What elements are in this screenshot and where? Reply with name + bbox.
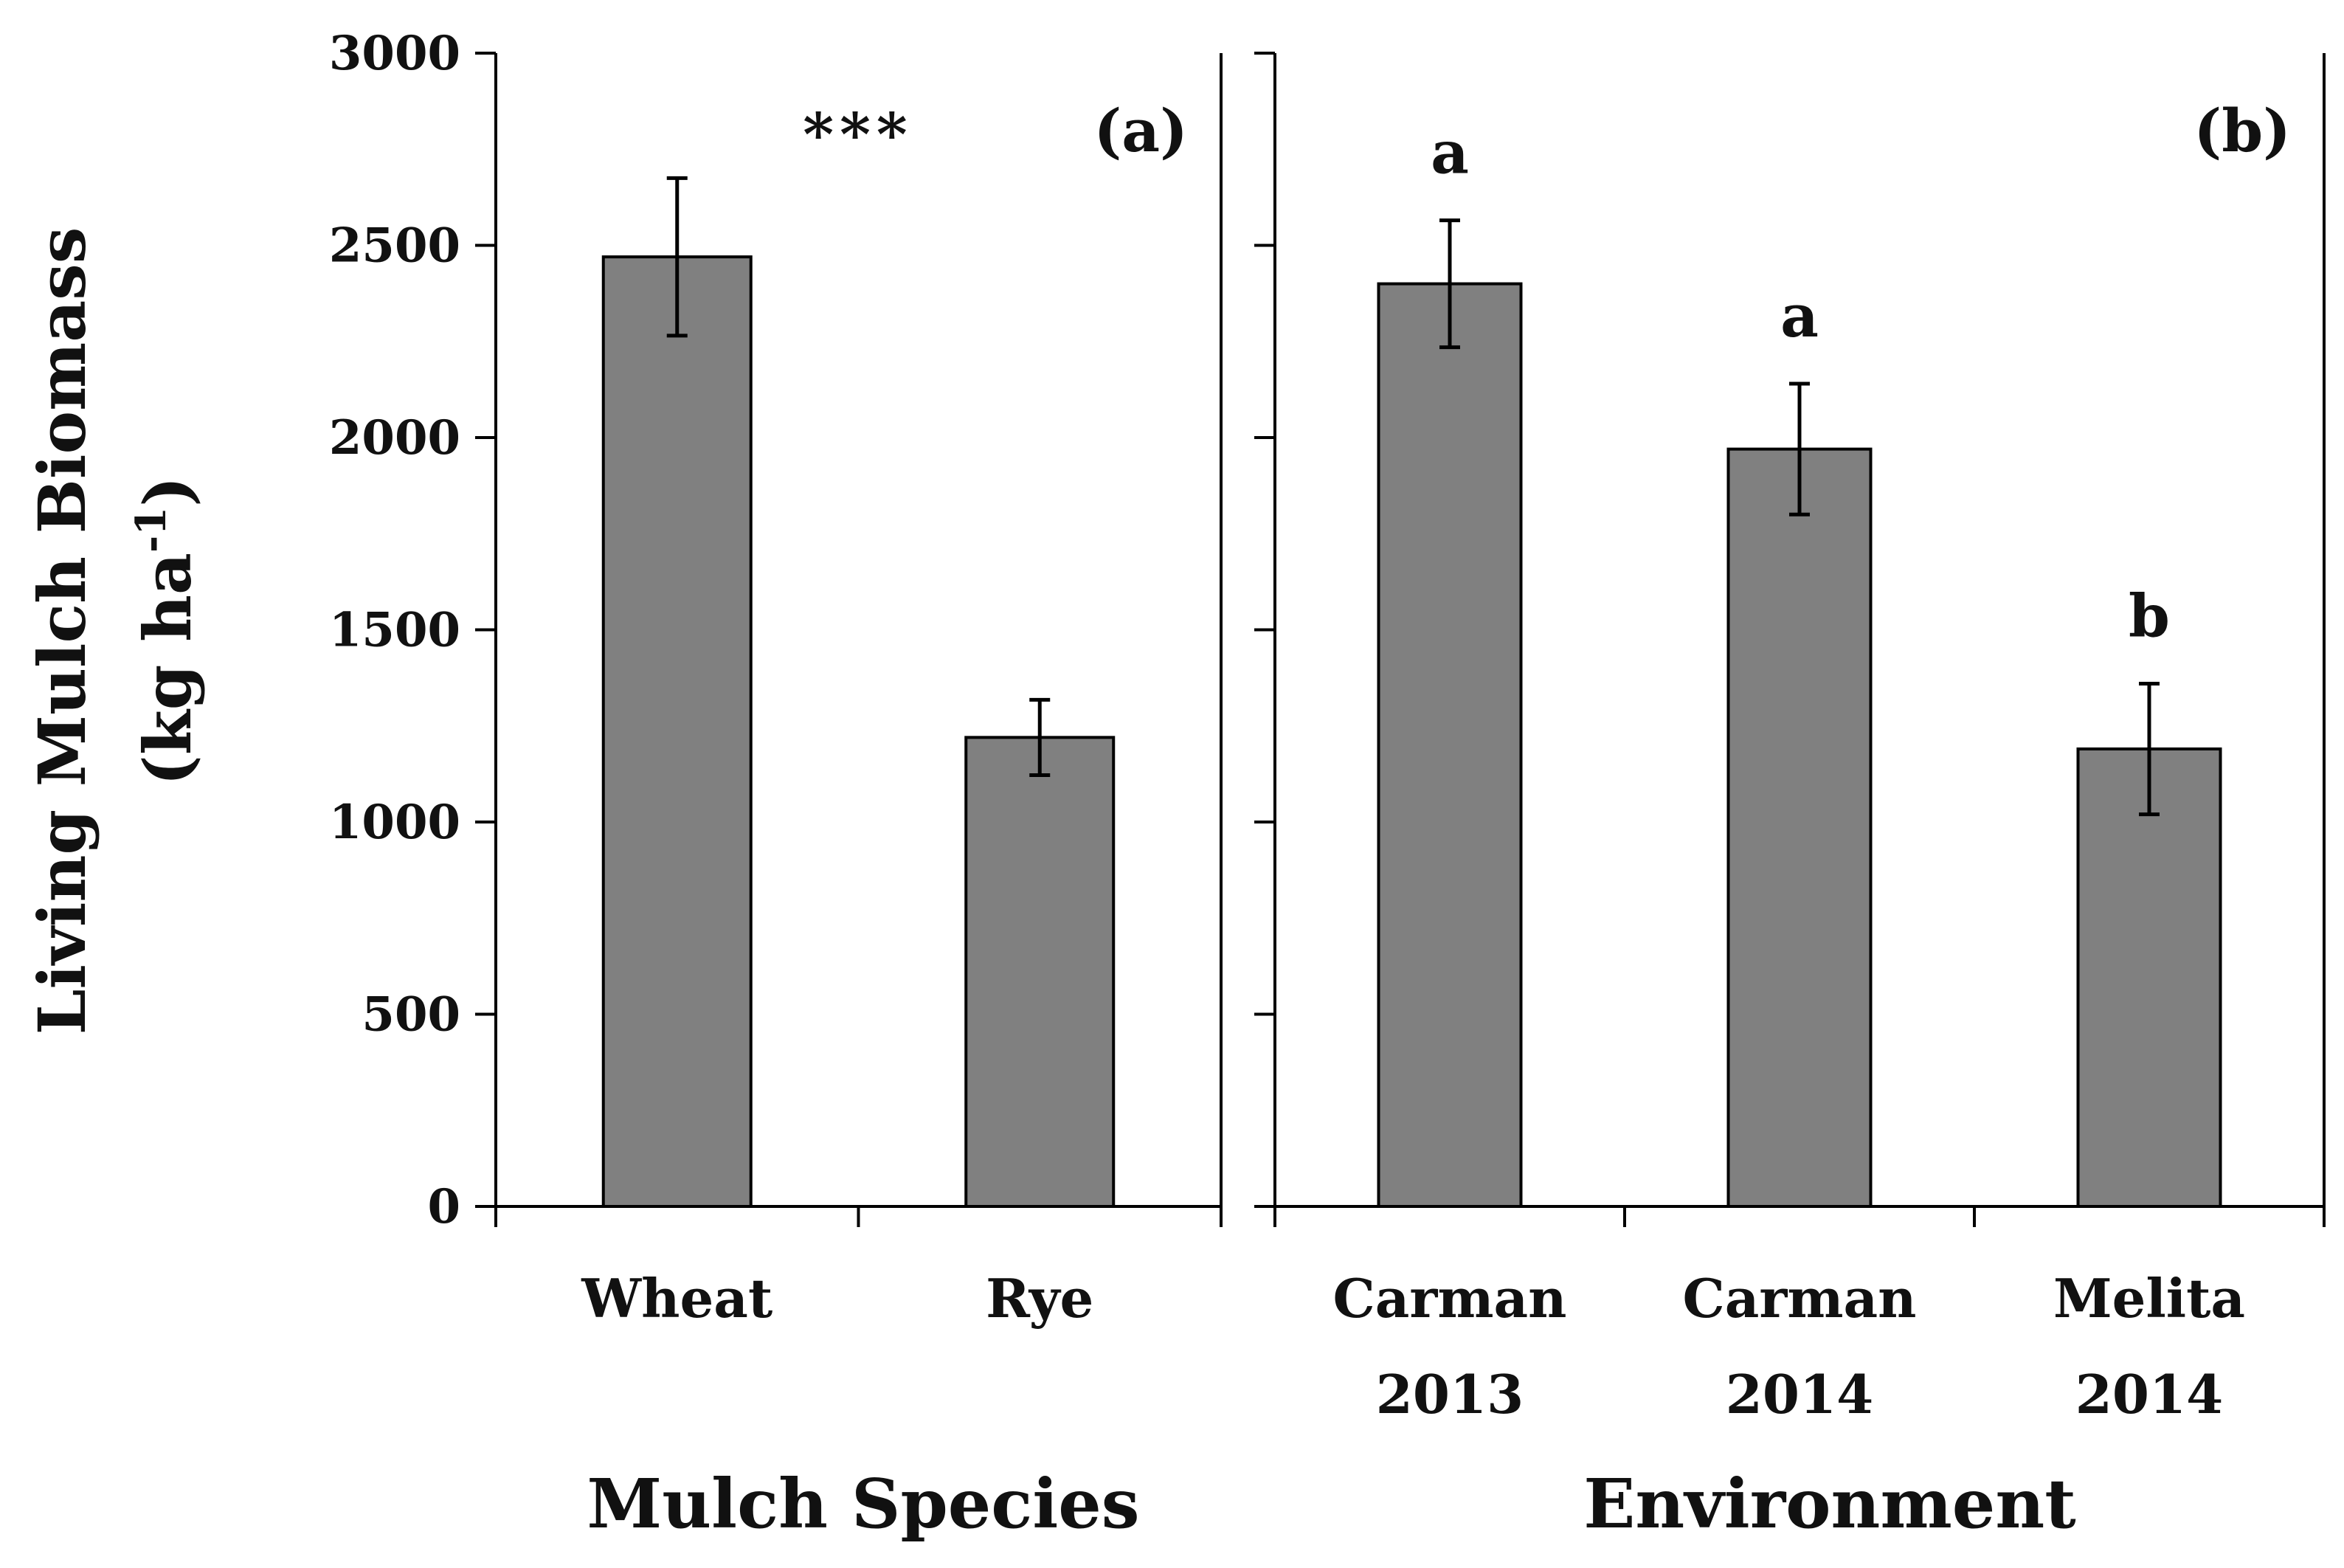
panel-a-category-labels: Wheat Rye [581, 1267, 1093, 1330]
significance-letter: a [1431, 118, 1469, 187]
category-label: Rye [986, 1267, 1093, 1330]
panel-a-x-axis-title: Mulch Species [587, 1464, 1139, 1544]
y-tick-label: 3000 [329, 26, 460, 81]
panel-b: a a b Carman 2013 Carman 2014 Melita 2014 (b) E… [1254, 52, 2326, 1544]
y-tick-label: 1500 [329, 603, 460, 658]
bar [2076, 747, 2222, 1208]
category-label: Wheat [581, 1267, 772, 1330]
y-axis-title: Living Mulch Biomass (kg ha-1) [24, 227, 206, 1035]
y-axis-unit-exponent: -1 [127, 507, 176, 553]
panel-a-label: (a) [1093, 96, 1188, 165]
y-axis-title-line1: Living Mulch Biomass [24, 227, 100, 1035]
panel-b-label: (b) [2193, 96, 2291, 165]
panel-a-x-ticks [494, 1206, 1223, 1227]
y-axis-unit-base: (kg ha [129, 553, 206, 786]
panel-b-bars: a a b [1377, 118, 2222, 1209]
y-tick-label: 1000 [329, 795, 460, 850]
panel-a-y-ticks: 0 500 1000 1500 2000 2500 3000 [329, 26, 496, 1234]
panel-a: 0 500 1000 1500 2000 2500 3000 Wheat Rye (a) **… [329, 26, 1223, 1544]
panel-a-bars [601, 176, 1116, 1208]
y-tick-label: 500 [362, 987, 460, 1043]
y-axis-unit-close: ) [129, 476, 206, 507]
category-label: 2014 [1726, 1363, 1873, 1426]
category-label: Carman [1682, 1267, 1916, 1330]
significance-letter: a [1780, 281, 1819, 350]
panel-b-y-ticks [1254, 52, 1275, 1208]
y-axis-title-line2: (kg ha-1) [127, 476, 206, 786]
bar [964, 736, 1116, 1208]
panel-b-x-axis-title: Environment [1583, 1464, 2076, 1544]
category-label: Carman [1332, 1267, 1566, 1330]
category-label: 2014 [2075, 1363, 2223, 1426]
category-label: Melita [2053, 1267, 2245, 1330]
panel-b-category-labels: Carman 2013 Carman 2014 Melita 2014 [1332, 1267, 2245, 1426]
y-tick-label: 0 [427, 1179, 460, 1234]
bar [1726, 447, 1873, 1208]
significance-marker: *** [803, 100, 913, 169]
y-tick-label: 2000 [329, 410, 460, 466]
bar [1377, 282, 1523, 1209]
bar [601, 255, 753, 1208]
panel-b-x-ticks [1273, 1206, 2326, 1227]
category-label: 2013 [1376, 1363, 1524, 1426]
y-tick-label: 2500 [329, 218, 460, 274]
significance-letter: b [2129, 581, 2170, 650]
